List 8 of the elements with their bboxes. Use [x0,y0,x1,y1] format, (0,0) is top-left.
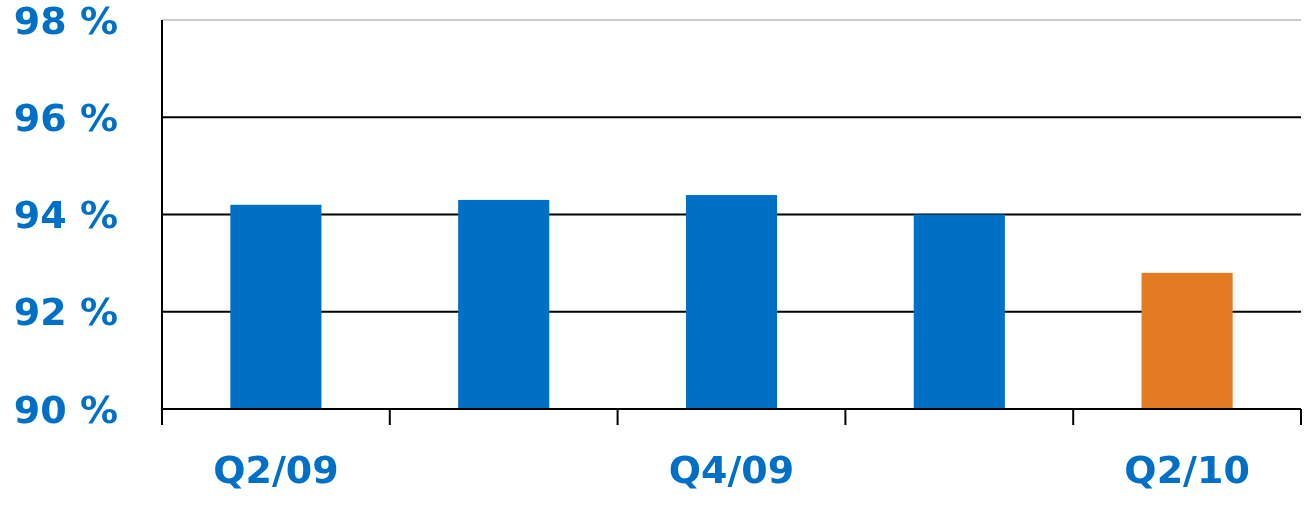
y-tick-label: 90 % [13,387,118,432]
y-tick-label: 96 % [13,95,118,140]
x-tick-label: Q4/09 [668,448,795,492]
x-tick-label: Q2/10 [1124,448,1250,492]
y-tick-label: 94 % [13,193,118,238]
y-tick-label: 98 % [13,0,118,43]
y-tick-label: 92 % [13,290,118,335]
x-tick-label: Q2/09 [213,448,339,492]
